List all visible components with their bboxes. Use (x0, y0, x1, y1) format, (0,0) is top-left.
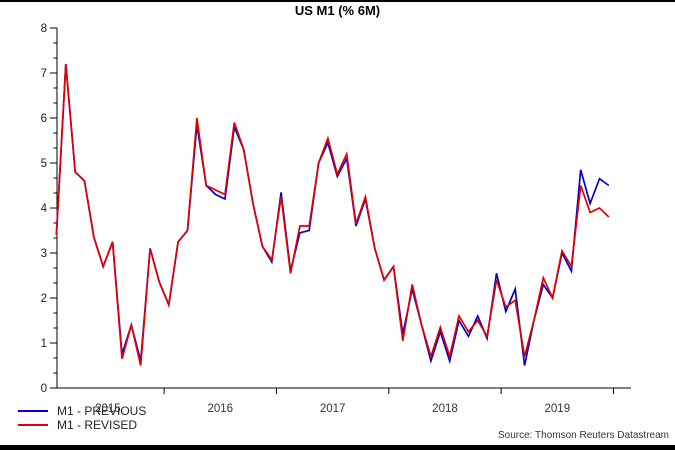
top-border-bar (0, 0, 675, 2)
x-year-label: 2018 (432, 403, 458, 415)
y-tick-label: 4 (41, 203, 48, 215)
legend-label-previous: M1 - PREVIOUS (57, 404, 147, 418)
y-tick-label: 7 (41, 68, 47, 80)
series-line-revised (55, 63, 610, 366)
chart-legend: M1 - PREVIOUS M1 - REVISED (18, 404, 146, 432)
x-year-label: 2016 (207, 403, 233, 415)
y-tick-label: 8 (41, 23, 47, 35)
x-year-label: 2017 (320, 403, 346, 415)
legend-label-revised: M1 - REVISED (57, 418, 138, 432)
series-line-previous (55, 63, 610, 366)
x-year-label: 2015 (95, 403, 121, 415)
y-tick-label: 0 (41, 383, 47, 395)
revised-line-swatch (18, 424, 48, 426)
chart-title: US M1 (% 6M) (294, 3, 381, 18)
x-year-label: 2019 (545, 403, 571, 415)
y-tick-label: 6 (41, 113, 47, 125)
y-tick-label: 1 (41, 338, 47, 350)
y-tick-label: 2 (41, 293, 47, 305)
y-tick-label: 5 (41, 158, 47, 170)
previous-line-swatch (18, 410, 48, 412)
legend-item-revised: M1 - REVISED (18, 418, 146, 432)
y-tick-label: 3 (41, 248, 47, 260)
bottom-border-bar (0, 445, 675, 450)
source-credit: Source: Thomson Reuters Datastream (497, 430, 669, 441)
legend-item-previous: M1 - PREVIOUS (18, 404, 146, 418)
